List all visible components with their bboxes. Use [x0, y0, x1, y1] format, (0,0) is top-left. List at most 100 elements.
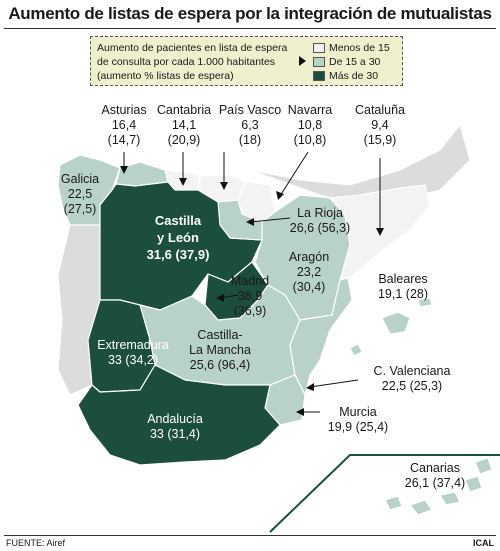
region-value: 31,6 (37,9): [146, 247, 210, 262]
leader-lines: [123, 151, 381, 413]
brand-logo: ICAL: [473, 538, 494, 548]
region-name: Murcia: [339, 405, 377, 419]
label-canarias: Canarias 26,1 (37,4): [395, 461, 475, 491]
region-andalucia: [77, 364, 281, 466]
region-name: Canarias: [409, 461, 461, 475]
legend-description-line: (aumento % listas de espera): [97, 70, 234, 82]
region-name: Navarra: [287, 103, 333, 117]
label-andalucia: Andalucía 33 (31,4): [135, 412, 215, 442]
region-pct: (15,9): [363, 133, 397, 147]
region-name: Cantabria: [156, 103, 212, 117]
legend-item-low: Menos de 15: [313, 41, 390, 55]
legend-items: Menos de 15 De 15 a 30 Más de 30: [313, 41, 390, 83]
map-title: Aumento de listas de espera por la integ…: [8, 4, 492, 23]
source-note: FUENTE: Airef: [6, 538, 66, 548]
label-cataluna: Cataluña 9,4 (15,9): [350, 103, 410, 148]
region-name: Extremadura: [97, 338, 169, 352]
label-madrid: Madrid 38,9 (36,9): [225, 274, 275, 319]
region-canarias-1: [384, 495, 403, 511]
label-murcia: Murcia 19,9 (25,4): [318, 405, 398, 435]
region-value: 33 (31,4): [149, 427, 201, 441]
legend-description-line: Aumento de pacientes en lista de espera: [97, 42, 288, 54]
region-canarias-4: [464, 475, 483, 493]
legend-label-low: Menos de 15: [329, 42, 390, 54]
region-name: País Vasco: [218, 103, 282, 117]
label-galicia: Galicia 22,5 (27,5): [58, 172, 102, 217]
leader-navarra: [279, 151, 309, 197]
region-baleares-menorca: [417, 297, 433, 308]
label-la-rioja: La Rioja 26,6 (56,3): [280, 206, 360, 236]
region-name: La Rioja: [297, 206, 343, 220]
region-name-line: La Mancha: [189, 343, 251, 357]
legend-item-high: Más de 30: [313, 69, 390, 83]
title-divider: [4, 28, 496, 29]
legend-pointer-icon: [299, 56, 306, 66]
footer-divider: [4, 535, 496, 536]
leader-la-rioja: [249, 217, 291, 223]
label-c-valenciana: C. Valenciana 22,5 (25,3): [362, 364, 462, 394]
region-value: 10,8: [297, 118, 323, 132]
region-value: 23,2: [296, 265, 322, 279]
region-name: Baleares: [378, 272, 428, 286]
region-name: Andalucía: [147, 412, 203, 426]
legend: Aumento de pacientes en lista de espera …: [90, 36, 403, 86]
region-value: 14,1: [171, 118, 197, 132]
label-castilla-la-mancha: Castilla- La Mancha 25,6 (96,4): [175, 328, 265, 373]
legend-description: Aumento de pacientes en lista de espera …: [97, 41, 307, 83]
region-value: 6,3: [241, 118, 259, 132]
region-value: 22,5: [67, 187, 93, 201]
region-name: Galicia: [60, 172, 100, 186]
arrow-murcia-icon: [296, 408, 304, 416]
label-castilla-leon: Castilla y León 31,6 (37,9): [128, 212, 228, 263]
legend-label-mid: De 15 a 30: [329, 56, 381, 68]
region-value: 19,9 (25,4): [327, 420, 389, 434]
legend-description-line: de consulta por cada 1.000 habitantes: [97, 56, 276, 68]
region-value: 26,6 (56,3): [289, 221, 351, 235]
legend-item-mid: De 15 a 30: [313, 55, 390, 69]
region-pct: (18): [238, 133, 262, 147]
legend-swatch-low: [313, 43, 325, 53]
region-name: Cataluña: [354, 103, 406, 117]
region-canarias-3: [439, 491, 461, 506]
region-value: 25,6 (96,4): [189, 358, 251, 372]
arrow-asturias-icon: [120, 166, 128, 174]
arrow-pais-vasco-icon: [220, 182, 228, 190]
legend-swatch-mid: [313, 57, 325, 67]
region-name: C. Valenciana: [373, 364, 451, 378]
arrow-navarra-icon: [276, 191, 284, 200]
region-value: 22,5 (25,3): [381, 379, 443, 393]
arrow-la-rioja-icon: [246, 218, 254, 226]
label-extremadura: Extremadura 33 (34,2): [88, 338, 178, 368]
region-name: Asturias: [101, 103, 147, 117]
leader-arrows: [120, 166, 384, 416]
region-name: Aragón: [288, 250, 330, 264]
arrow-cantabria-icon: [179, 178, 187, 186]
region-pct: (27,5): [63, 202, 97, 216]
region-value: 33 (34,2): [107, 353, 159, 367]
region-pct: (36,9): [233, 304, 267, 318]
arrow-madrid-icon: [216, 294, 224, 302]
legend-label-high: Más de 30: [329, 70, 379, 82]
region-pct: (14,7): [107, 133, 141, 147]
leader-c-valenciana: [309, 379, 359, 388]
region-name: Madrid: [230, 274, 270, 288]
canarias-inset-frame: [269, 454, 500, 533]
region-baleares-ibiza: [349, 343, 363, 357]
region-value: 9,4: [371, 118, 389, 132]
legend-swatch-high: [313, 71, 325, 81]
region-c-valenciana: [289, 277, 353, 396]
label-asturias: Asturias 16,4 (14,7): [99, 103, 149, 148]
label-cantabria: Cantabria 14,1 (20,9): [155, 103, 213, 148]
label-baleares: Baleares 19,1 (28): [358, 272, 448, 302]
region-value: 38,9: [237, 289, 263, 303]
label-aragon: Aragón 23,2 (30,4): [284, 250, 334, 295]
region-baleares-mallorca: [381, 311, 411, 335]
region-value: 26,1 (37,4): [404, 476, 466, 490]
region-pct: (10,8): [293, 133, 327, 147]
region-name-line: Castilla-: [197, 328, 243, 342]
label-pais-vasco: País Vasco 6,3 (18): [217, 103, 283, 148]
label-navarra: Navarra 10,8 (10,8): [285, 103, 335, 148]
region-canarias-2: [409, 499, 433, 516]
region-value: 16,4: [111, 118, 137, 132]
